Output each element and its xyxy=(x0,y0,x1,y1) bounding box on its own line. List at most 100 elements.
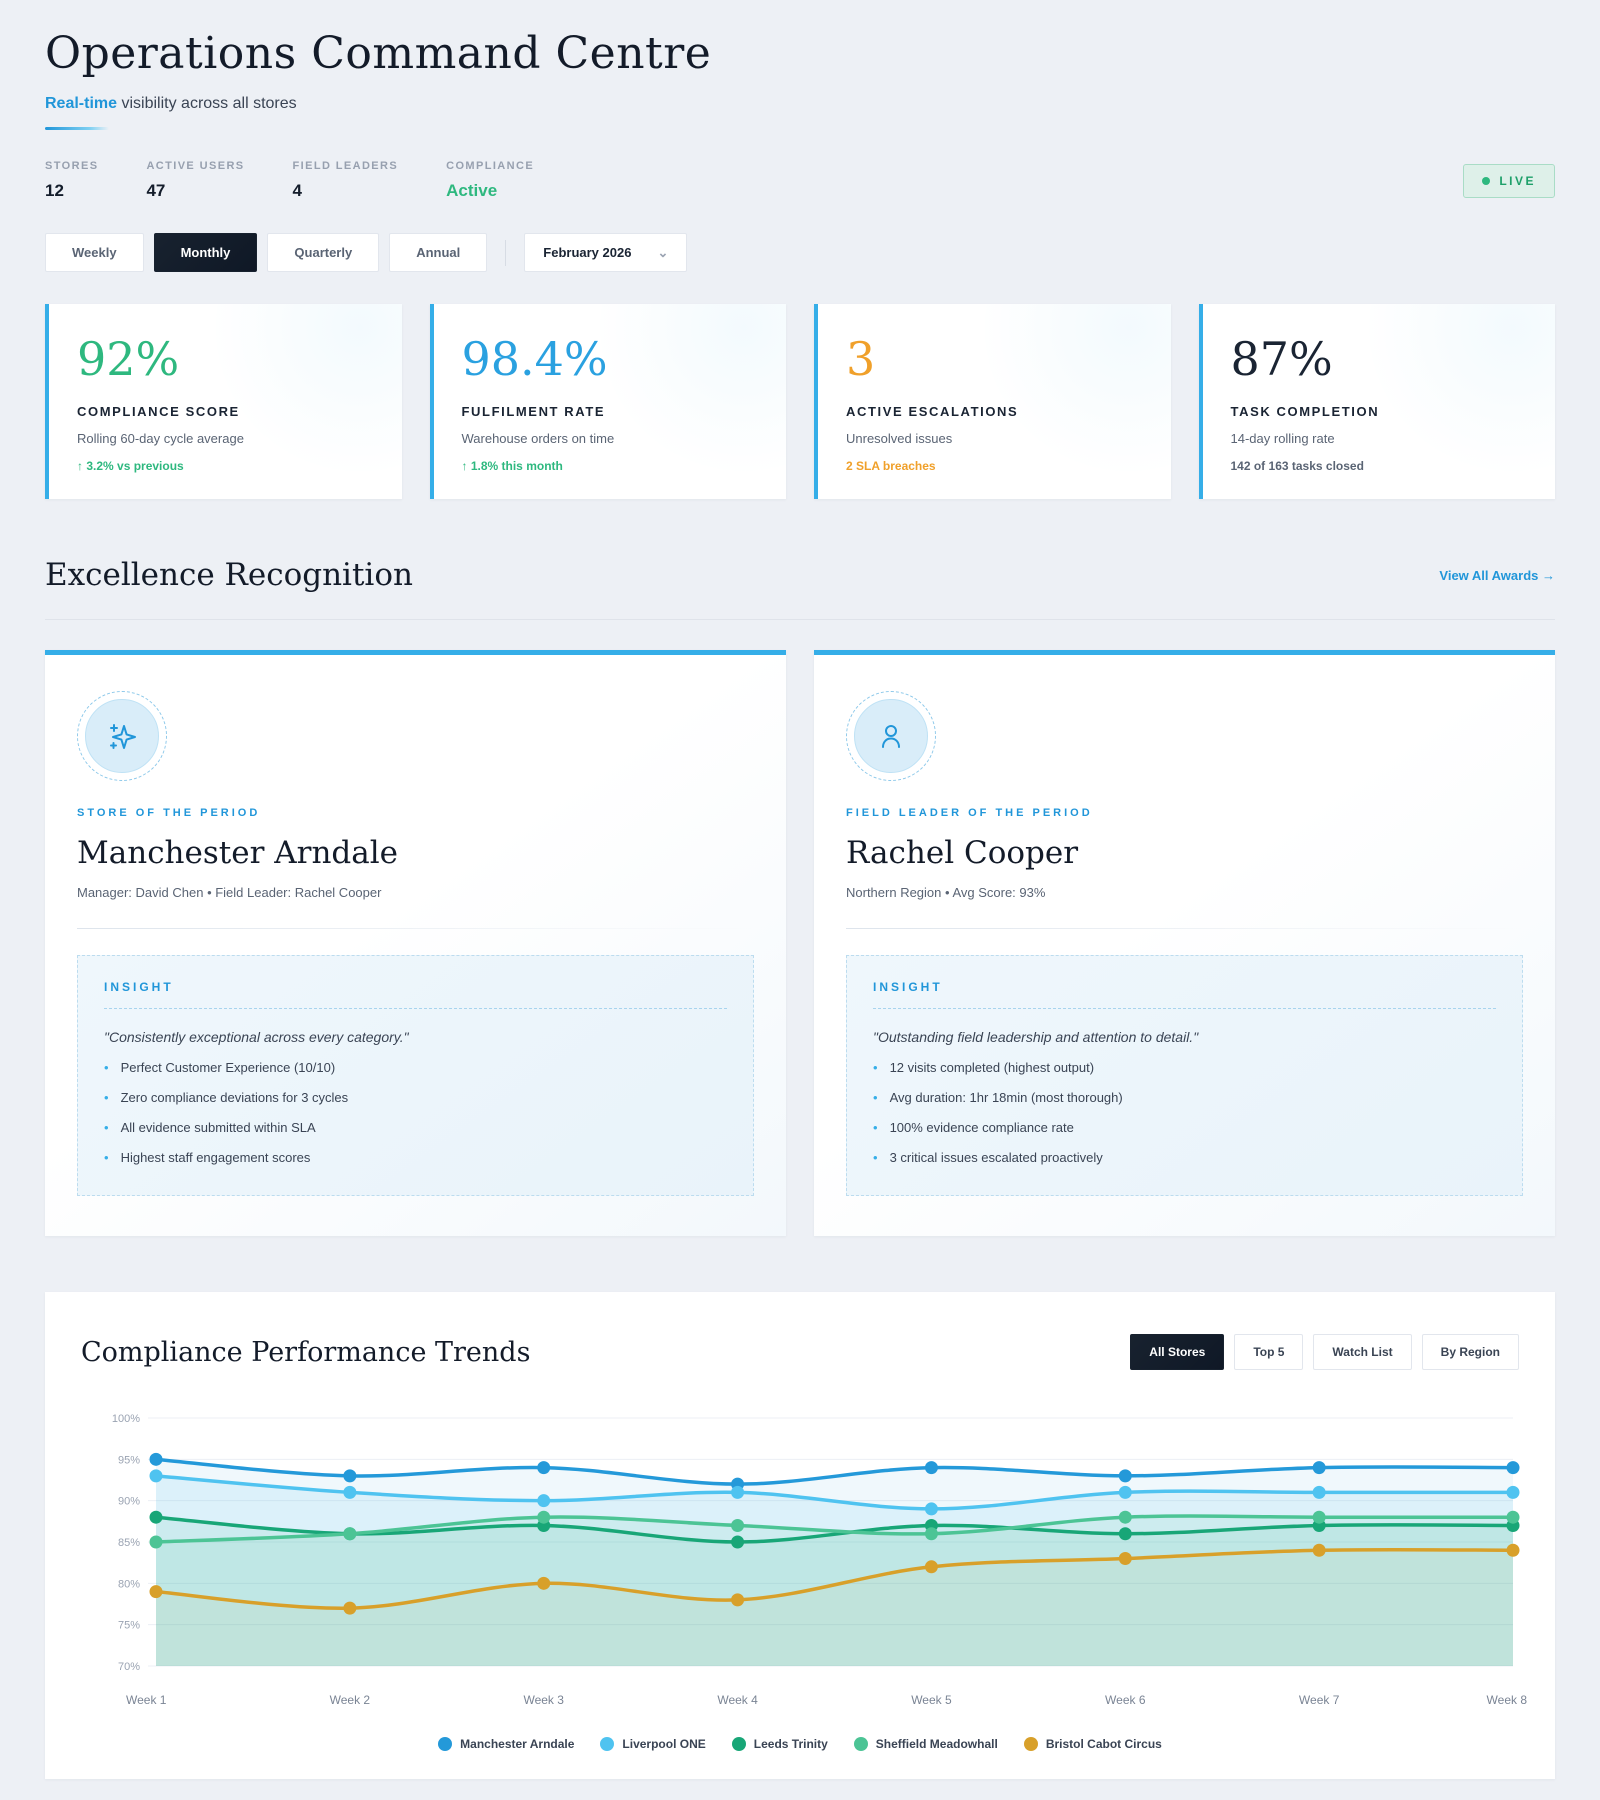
page-title: Operations Command Centre xyxy=(45,28,712,79)
insight-bullet: • Zero compliance deviations for 3 cycles xyxy=(104,1090,727,1105)
leader-insight-box: INSIGHT "Outstanding field leadership an… xyxy=(846,955,1523,1196)
stat-value: 47 xyxy=(146,181,166,200)
kpi-card-task-completion: 87% TASK COMPLETION 14-day rolling rate … xyxy=(1198,304,1555,499)
field-leader-meta: Northern Region • Avg Score: 93% xyxy=(846,885,1046,900)
svg-text:Week 5: Week 5 xyxy=(911,1693,952,1707)
recognition-cards-row: STORE OF THE PERIOD Manchester Arndale M… xyxy=(45,650,1555,1236)
store-of-period-name: Manchester Arndale xyxy=(77,835,399,871)
kpi-value: 3 xyxy=(846,332,876,386)
section-divider xyxy=(45,619,1555,620)
svg-text:Week 2: Week 2 xyxy=(330,1693,371,1707)
chevron-down-icon: ⌄ xyxy=(657,244,669,260)
subtitle-rest: visibility across all stores xyxy=(117,95,297,112)
card-divider xyxy=(77,928,754,929)
legend-dot xyxy=(1023,1737,1038,1751)
trend-line-chart: 100% 95% 90% 85% 80% 75% 70% Week 1 Week 2 Week 3… xyxy=(112,1413,1527,1707)
stat-compliance: COMPLIANCE Active xyxy=(446,160,534,201)
legend-dot xyxy=(853,1737,868,1751)
trends-view-tabs: All Stores Top 5 Watch List By Region xyxy=(1130,1334,1519,1370)
bullet-text: 100% evidence compliance rate xyxy=(889,1120,1074,1135)
legend-item-manchester: Manchester Arndale xyxy=(438,1737,574,1751)
kpi-card-compliance-score: 92% COMPLIANCE SCORE Rolling 60-day cycl… xyxy=(45,304,402,499)
stat-label: ACTIVE USERS xyxy=(146,160,245,172)
bullet-icon: • xyxy=(104,1120,109,1135)
live-dot-icon xyxy=(1482,176,1491,185)
svg-text:Week 4: Week 4 xyxy=(717,1693,758,1707)
bullet-icon: • xyxy=(104,1090,109,1105)
tab-by-region[interactable]: By Region xyxy=(1421,1334,1519,1370)
insight-divider xyxy=(104,1008,727,1009)
trends-title: Compliance Performance Trends xyxy=(81,1336,531,1368)
tab-all-stores[interactable]: All Stores xyxy=(1130,1334,1225,1370)
compliance-trends-card: Compliance Performance Trends All Stores… xyxy=(45,1292,1555,1779)
bullet-icon: • xyxy=(873,1150,878,1165)
tab-watch-list[interactable]: Watch List xyxy=(1313,1334,1412,1370)
period-selector[interactable]: February 2026 ⌄ xyxy=(524,233,688,272)
recognition-section-header: Excellence Recognition View All Awards → xyxy=(45,557,1555,593)
svg-text:100%: 100% xyxy=(112,1413,140,1425)
leader-icon-ring xyxy=(846,691,936,781)
svg-text:Week 3: Week 3 xyxy=(523,1693,564,1707)
store-of-period-card: STORE OF THE PERIOD Manchester Arndale M… xyxy=(45,650,786,1236)
insight-bullet-list: • Perfect Customer Experience (10/10) • Ze… xyxy=(104,1060,727,1165)
bullet-icon: • xyxy=(873,1120,878,1135)
trend-chart-area: 100% 95% 90% 85% 80% 75% 70% Week 1 Week 2 Week 3… xyxy=(81,1404,1527,1727)
legend-dot xyxy=(438,1737,453,1751)
page-subtitle: Real-time visibility across all stores xyxy=(45,95,1555,113)
legend-label: Manchester Arndale xyxy=(460,1737,575,1751)
svg-text:95%: 95% xyxy=(118,1454,140,1466)
kpi-footer: ↑ 1.8% this month xyxy=(461,459,563,473)
tab-monthly[interactable]: Monthly xyxy=(153,233,258,272)
insight-bullet: • All evidence submitted within SLA xyxy=(104,1120,727,1135)
tab-annual[interactable]: Annual xyxy=(389,233,488,272)
view-all-awards-link[interactable]: View All Awards → xyxy=(1439,567,1555,583)
legend-label: Bristol Cabot Circus xyxy=(1045,1737,1162,1751)
kpi-label: TASK COMPLETION xyxy=(1230,404,1380,419)
kpi-label: COMPLIANCE SCORE xyxy=(77,404,240,419)
bullet-icon: • xyxy=(104,1150,109,1165)
legend-item-bristol: Bristol Cabot Circus xyxy=(1023,1737,1162,1751)
kpi-card-active-escalations: 3 ACTIVE ESCALATIONS Unresolved issues 2… xyxy=(814,304,1171,499)
insight-quote: "Outstanding field leadership and attent… xyxy=(873,1029,1199,1045)
stat-value: 4 xyxy=(292,181,302,200)
bullet-text: Highest staff engagement scores xyxy=(120,1150,311,1165)
svg-text:Week 7: Week 7 xyxy=(1299,1693,1340,1707)
recognition-section-title: Excellence Recognition xyxy=(45,557,413,593)
insight-bullet: • Perfect Customer Experience (10/10) xyxy=(104,1060,727,1075)
trends-header: Compliance Performance Trends All Stores… xyxy=(81,1334,1519,1370)
stat-label: COMPLIANCE xyxy=(446,160,535,172)
svg-text:75%: 75% xyxy=(118,1620,140,1632)
kpi-footer: 2 SLA breaches xyxy=(846,459,936,473)
insight-bullet: • 100% evidence compliance rate xyxy=(873,1120,1496,1135)
live-label: LIVE xyxy=(1499,173,1536,188)
bullet-icon: • xyxy=(873,1060,878,1075)
bullet-text: Perfect Customer Experience (10/10) xyxy=(120,1060,336,1075)
insight-label: INSIGHT xyxy=(873,980,943,994)
kpi-subtitle: 14-day rolling rate xyxy=(1230,431,1335,446)
svg-text:80%: 80% xyxy=(118,1578,140,1590)
field-leader-badge: FIELD LEADER OF THE PERIOD xyxy=(846,807,1093,819)
field-leader-of-period-card: FIELD LEADER OF THE PERIOD Rachel Cooper… xyxy=(814,650,1555,1236)
stat-value: 12 xyxy=(45,181,64,200)
insight-label: INSIGHT xyxy=(104,980,174,994)
kpi-card-fulfilment-rate: 98.4% FULFILMENT RATE Warehouse orders o… xyxy=(429,304,786,499)
bullet-icon: • xyxy=(104,1060,109,1075)
tab-top-5[interactable]: Top 5 xyxy=(1234,1334,1304,1370)
bullet-text: Zero compliance deviations for 3 cycles xyxy=(120,1090,349,1105)
tab-quarterly[interactable]: Quarterly xyxy=(267,233,380,272)
kpi-value: 98.4% xyxy=(461,332,608,386)
person-icon xyxy=(854,699,928,773)
svg-text:70%: 70% xyxy=(118,1661,140,1673)
insight-quote: "Consistently exceptional across every c… xyxy=(104,1029,409,1045)
period-selector-value: February 2026 xyxy=(543,245,632,260)
svg-text:Week 1: Week 1 xyxy=(126,1693,167,1707)
kpi-label: FULFILMENT RATE xyxy=(461,404,606,419)
legend-label: Liverpool ONE xyxy=(622,1737,706,1751)
stat-active-users: ACTIVE USERS 47 xyxy=(146,160,244,201)
insight-bullet: • Avg duration: 1hr 18min (most thorough) xyxy=(873,1090,1496,1105)
subtitle-highlight: Real-time xyxy=(45,95,118,112)
tab-weekly[interactable]: Weekly xyxy=(45,233,144,272)
insight-divider xyxy=(873,1008,1496,1009)
header-stats-row: STORES 12 ACTIVE USERS 47 FIELD LEADERS … xyxy=(45,160,1555,201)
